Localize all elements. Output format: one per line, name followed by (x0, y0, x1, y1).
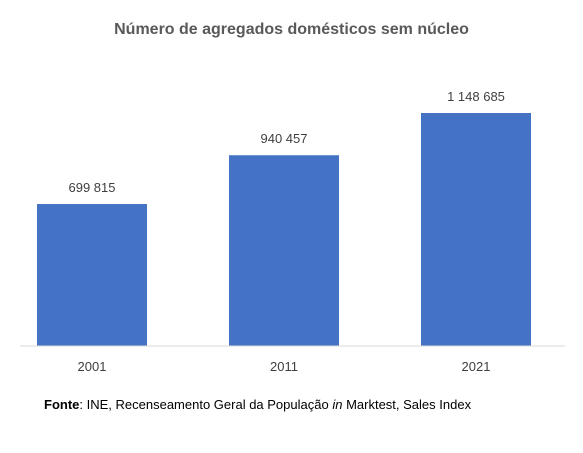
data-labels-group: 699 815 940 457 1 148 685 (69, 89, 505, 195)
x-tick-label-2011: 2011 (270, 359, 298, 374)
source-italic: in (332, 397, 343, 412)
data-label-2001: 699 815 (69, 180, 116, 195)
source-label: Fonte (44, 397, 80, 412)
data-label-2011: 940 457 (261, 131, 308, 146)
x-tick-label-2001: 2001 (78, 359, 107, 374)
bars-group (37, 113, 531, 346)
source-text-after: Marktest, Sales Index (342, 397, 472, 412)
chart-title: Número de agregados domésticos sem núcle… (114, 21, 469, 38)
bar-2011 (229, 155, 339, 346)
x-tick-label-2021: 2021 (462, 359, 491, 374)
data-label-2021: 1 148 685 (447, 89, 505, 104)
tick-labels-group: 2001 2011 2021 (78, 359, 491, 374)
bar-2021 (421, 113, 531, 346)
bar-2001 (37, 204, 147, 346)
source-note: Fonte: INE, Recenseamento Geral da Popul… (44, 397, 471, 412)
source-text-before: : INE, Recenseamento Geral da População (79, 397, 333, 412)
